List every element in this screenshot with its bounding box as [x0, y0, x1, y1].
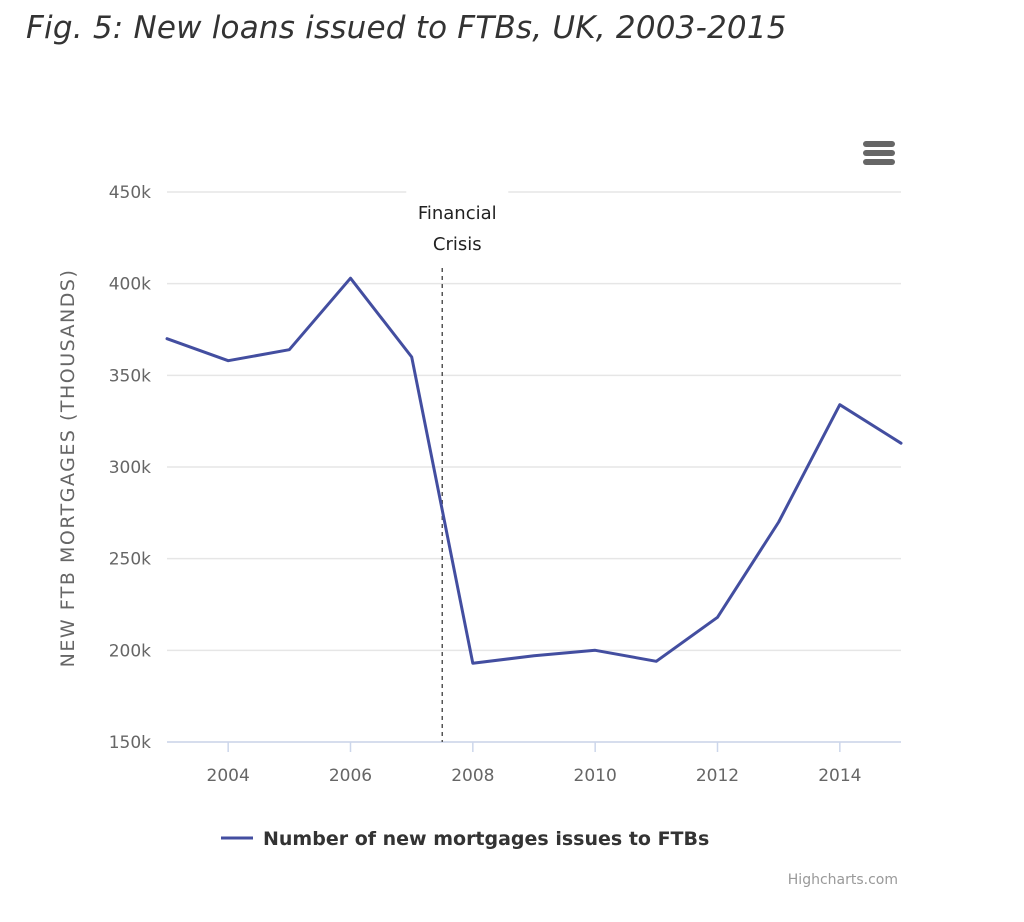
legend-series-label[interactable]: Number of new mortgages issues to FTBs — [263, 828, 709, 850]
data-point[interactable] — [528, 650, 540, 662]
y-tick-label: 350k — [109, 366, 151, 386]
figure-title: Fig. 5: New loans issued to FTBs, UK, 20… — [26, 10, 787, 46]
x-tick-label: 2008 — [451, 766, 494, 786]
x-tick-label: 2012 — [696, 766, 739, 786]
y-axis-tick-labels: 150k 200k 250k 300k 350k 400k 450k — [109, 183, 151, 753]
data-point[interactable] — [406, 351, 418, 363]
data-point[interactable] — [345, 272, 357, 284]
y-tick-label: 400k — [109, 275, 151, 295]
data-point[interactable] — [161, 333, 173, 345]
y-tick-label: 450k — [109, 183, 151, 203]
x-tick-label: 2004 — [207, 766, 250, 786]
plotline-label: Financial — [418, 203, 497, 224]
plotline-label-background — [406, 186, 509, 268]
data-point[interactable] — [712, 611, 724, 623]
x-tick-label: 2014 — [818, 766, 861, 786]
data-point[interactable] — [467, 657, 479, 669]
data-point[interactable] — [895, 437, 907, 449]
data-point[interactable] — [283, 344, 295, 356]
financial-crisis-plotline: Financial Crisis — [406, 186, 509, 742]
y-tick-label: 150k — [109, 733, 151, 753]
data-point[interactable] — [589, 644, 601, 656]
x-tick-label: 2010 — [574, 766, 617, 786]
series-group — [161, 272, 907, 669]
legend[interactable]: Number of new mortgages issues to FTBs — [221, 828, 709, 850]
series-line[interactable] — [165, 276, 903, 665]
data-point[interactable] — [834, 399, 846, 411]
x-axis: 2004 2006 2008 2010 2012 2014 — [167, 741, 901, 786]
credits-link[interactable]: Highcharts.com — [788, 872, 898, 888]
data-point[interactable] — [650, 655, 662, 667]
data-point[interactable] — [222, 355, 234, 367]
plotline-label: Crisis — [433, 234, 482, 255]
y-axis-title: NEW FTB MORTGAGES (THOUSANDS) — [57, 269, 79, 668]
data-point[interactable] — [773, 516, 785, 528]
y-tick-label: 300k — [109, 458, 151, 478]
y-tick-label: 200k — [109, 641, 151, 661]
y-tick-label: 250k — [109, 550, 151, 570]
x-tick-label: 2006 — [329, 766, 372, 786]
hamburger-menu-icon[interactable] — [862, 140, 896, 166]
